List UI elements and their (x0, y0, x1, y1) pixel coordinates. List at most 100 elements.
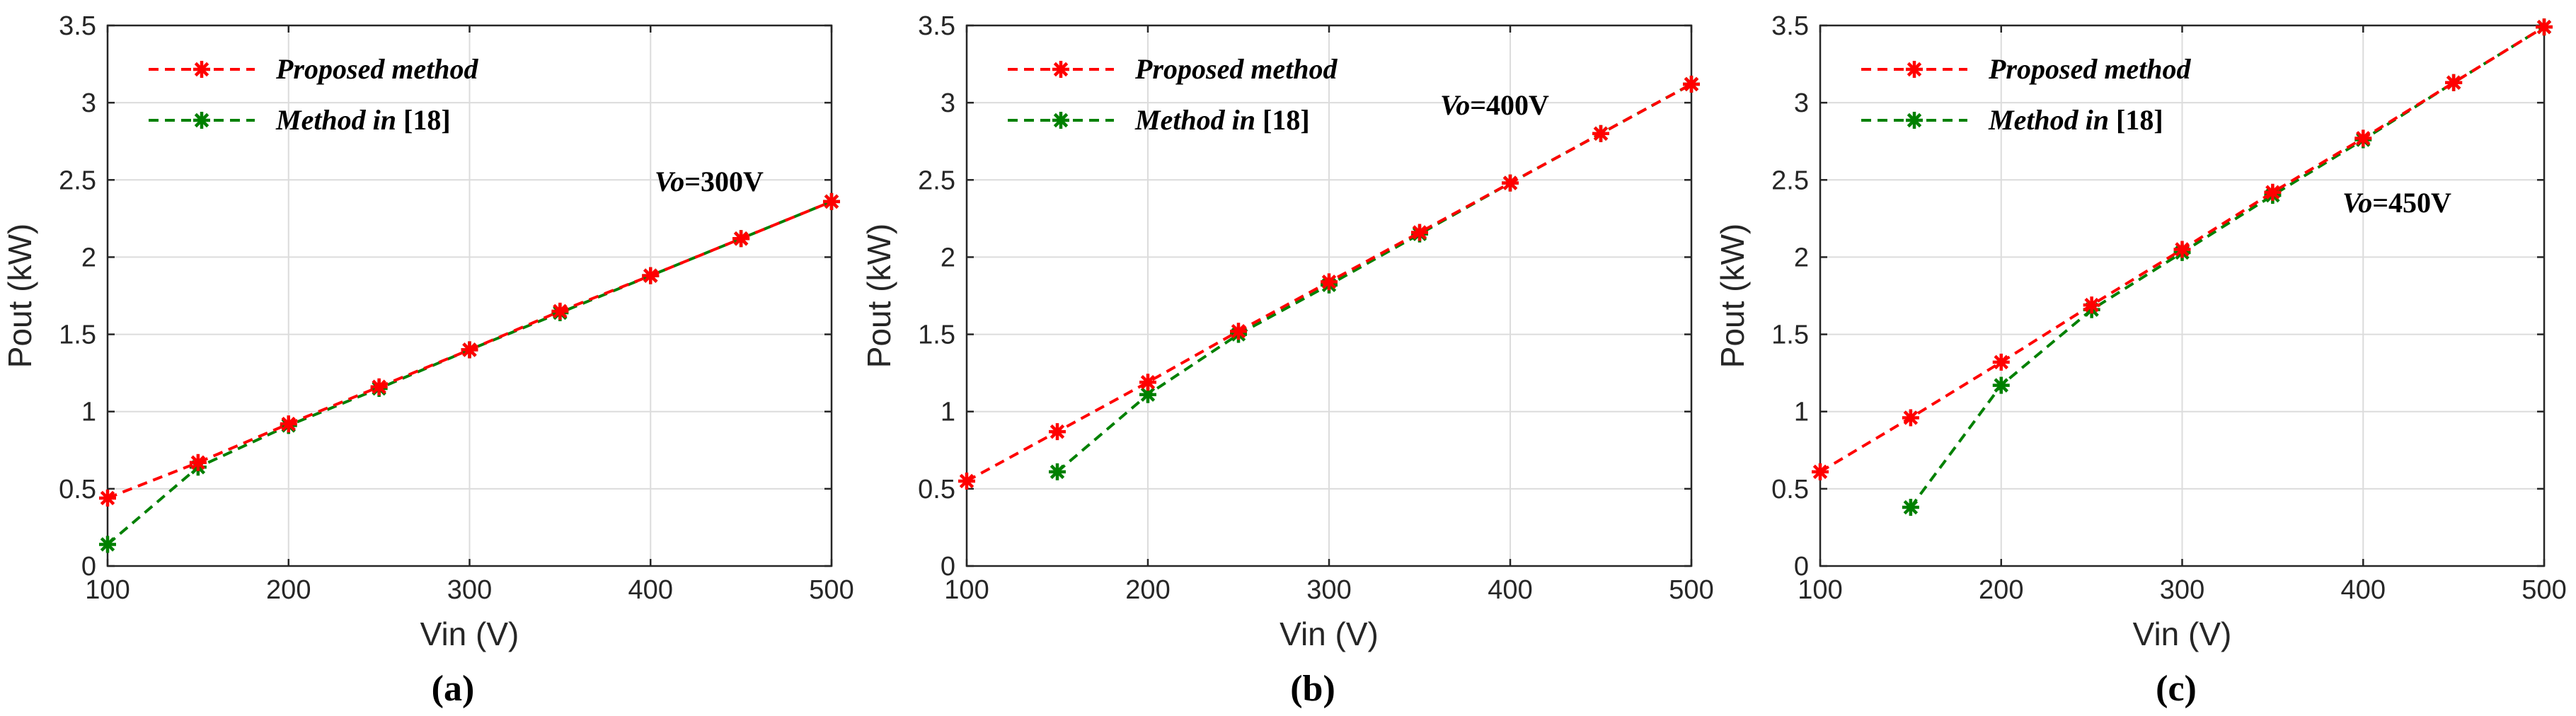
data-point (1683, 75, 1700, 93)
y-tick-label: 1.5 (59, 321, 96, 350)
y-tick-label: 0.5 (1771, 475, 1809, 504)
data-point (280, 415, 297, 433)
data-point (1321, 273, 1338, 291)
data-point (1592, 125, 1609, 142)
x-tick-label: 100 (944, 575, 989, 605)
x-tick-label: 200 (1979, 575, 2023, 605)
data-point (2445, 74, 2463, 91)
x-tick-label: 200 (266, 575, 311, 605)
chart-panel-2: 100 200 300 400 500 0 0.5 1 1.5 2 2.5 3 3.5 Vin (V) Po… (861, 11, 1714, 709)
y-tick-label: 2 (81, 243, 96, 272)
legend-marker (1052, 112, 1069, 129)
data-point (958, 472, 975, 490)
data-point (1049, 463, 1066, 480)
x-tick-label: 400 (1488, 575, 1532, 605)
panel-caption: (a) (432, 669, 475, 709)
x-tick-label: 300 (447, 575, 492, 605)
y-tick-label: 1.5 (1771, 321, 1809, 350)
legend-item: Proposed method (1008, 53, 1338, 85)
vo-annotation: Vo=400V (1440, 89, 1549, 121)
legend-label: Method in [18] (1134, 104, 1310, 136)
x-tick-label: 300 (2160, 575, 2204, 605)
data-point (2536, 18, 2553, 36)
y-tick-label: 3 (81, 88, 96, 118)
x-tick-label: 500 (809, 575, 853, 605)
y-tick-label: 3 (941, 88, 955, 118)
chart-panel-3: 100 200 300 400 500 0 0.5 1 1.5 2 2.5 3 3.5 Vin (V) Po… (1714, 11, 2567, 709)
x-axis-label: Vin (V) (420, 616, 519, 652)
y-axis-label: Pout (kW) (861, 224, 897, 368)
y-tick-label: 1 (941, 398, 955, 427)
data-point (99, 489, 116, 507)
y-tick-label: 2 (1794, 243, 1809, 272)
legend-item: Proposed method (149, 53, 479, 85)
y-tick-label: 0 (941, 552, 955, 582)
data-point (1902, 409, 1919, 427)
legend-item: Method in [18] (149, 104, 451, 136)
y-tick-label: 2.5 (918, 166, 955, 195)
x-tick-label: 100 (85, 575, 130, 605)
y-tick-label: 3.5 (918, 11, 955, 41)
data-point (1502, 174, 1519, 192)
data-point (1992, 353, 2010, 371)
vo-annotation: Vo=450V (2342, 187, 2451, 219)
y-axis-label: Pout (kW) (1, 224, 38, 368)
data-point (1992, 376, 2010, 394)
series-line (1909, 25, 2546, 509)
legend-label: Proposed method (1134, 53, 1338, 85)
data-point (732, 230, 750, 248)
legend-marker (1906, 61, 1923, 78)
legend-item: Method in [18] (1861, 104, 2163, 136)
x-tick-label: 500 (1669, 575, 1713, 605)
data-point (370, 378, 388, 395)
y-tick-label: 2 (941, 243, 955, 272)
data-point (1411, 224, 1428, 241)
x-tick-label: 200 (1125, 575, 1170, 605)
x-tick-label: 100 (1798, 575, 1842, 605)
y-tick-label: 3.5 (59, 11, 96, 41)
x-axis-label: Vin (V) (2133, 616, 2232, 652)
y-tick-label: 2.5 (1771, 166, 1809, 195)
legend-marker (193, 112, 210, 129)
data-point (1049, 423, 1066, 441)
legend-label: Method in [18] (275, 104, 451, 136)
data-point (823, 192, 840, 210)
legend-label: Proposed method (1988, 53, 2192, 85)
data-point (189, 454, 207, 471)
data-point (1812, 463, 1829, 480)
y-tick-label: 1 (1794, 398, 1809, 427)
y-tick-label: 0 (81, 552, 96, 582)
y-axis-label: Pout (kW) (1714, 224, 1751, 368)
vo-annotation: Vo=300V (655, 166, 764, 197)
y-tick-label: 0 (1794, 552, 1809, 582)
data-point (642, 267, 660, 284)
data-point (551, 302, 569, 320)
legend-marker (193, 61, 210, 78)
data-point (1139, 374, 1156, 391)
legend-item: Method in [18] (1008, 104, 1310, 136)
data-point (2173, 241, 2191, 258)
y-tick-label: 1 (81, 398, 96, 427)
x-axis-label: Vin (V) (1280, 616, 1379, 652)
series-proposed-method (1812, 18, 2553, 480)
series-proposed-method (958, 75, 1700, 490)
data-point (461, 341, 478, 359)
y-tick-label: 3 (1794, 88, 1809, 118)
data-point (2083, 296, 2100, 314)
panel-caption: (c) (2156, 669, 2197, 709)
data-point (1902, 499, 1919, 516)
legend: Proposed method Method in [18] (1861, 53, 2192, 136)
y-tick-label: 0.5 (59, 475, 96, 504)
chart-panel-1: 100 200 300 400 500 0 0.5 1 1.5 2 2.5 3 3.5 Vin (V) Po… (1, 11, 854, 709)
legend-item: Proposed method (1861, 53, 2192, 85)
y-tick-label: 2.5 (59, 166, 96, 195)
x-tick-label: 300 (1306, 575, 1351, 605)
legend: Proposed method Method in [18] (149, 53, 479, 136)
legend-label: Proposed method (275, 53, 479, 85)
legend-marker (1906, 112, 1923, 129)
legend-marker (1052, 61, 1069, 78)
y-tick-label: 3.5 (1771, 11, 1809, 41)
legend-label: Method in [18] (1988, 104, 2163, 136)
data-point (2354, 129, 2372, 147)
